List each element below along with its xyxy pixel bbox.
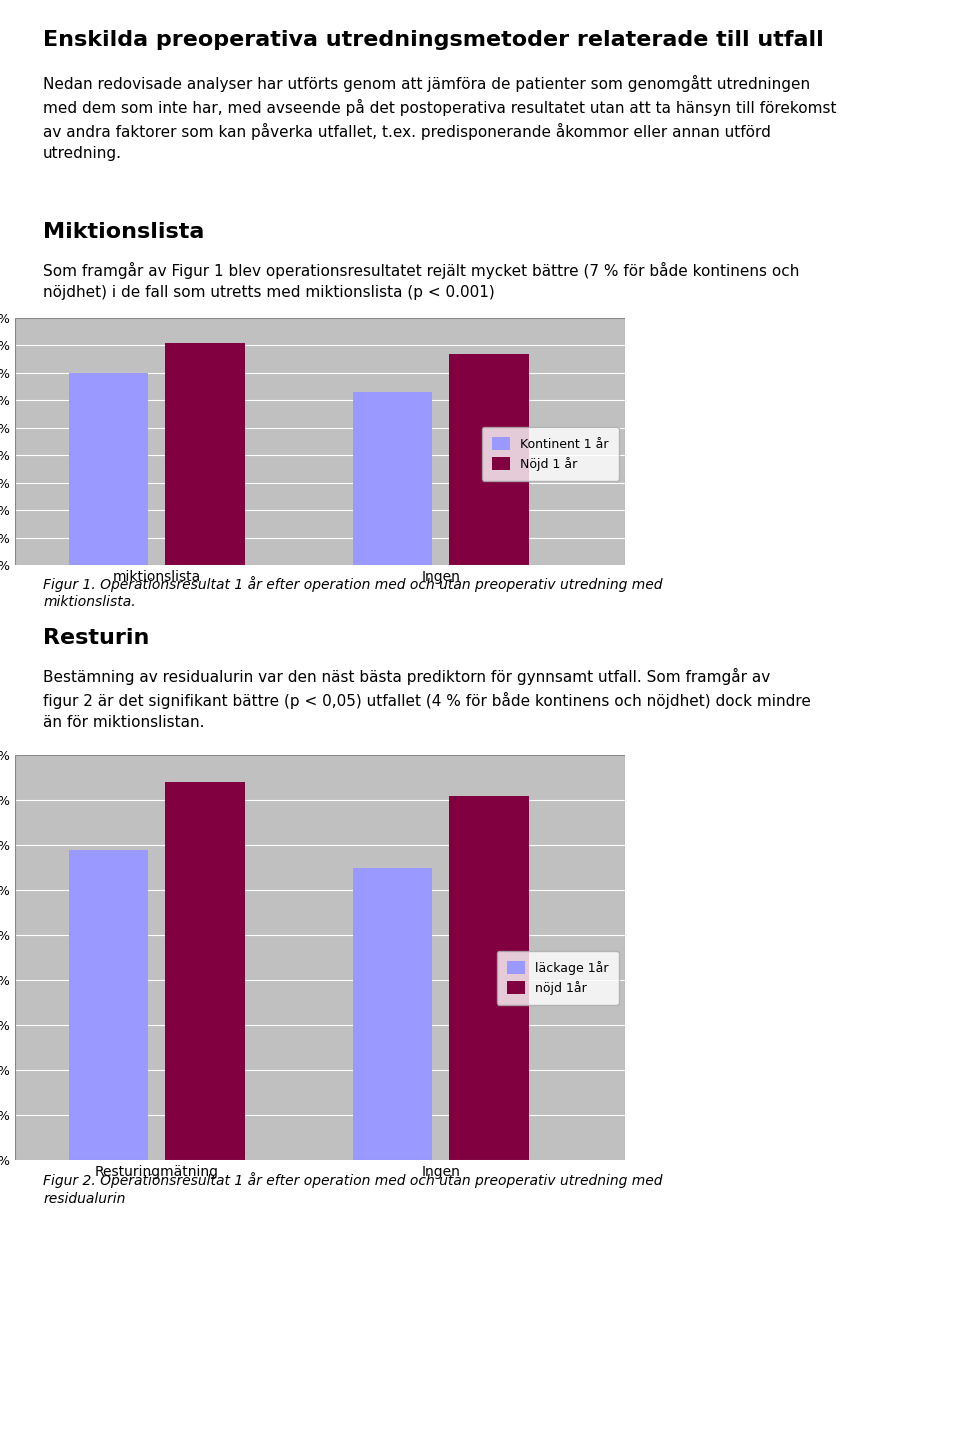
Legend: Kontinent 1 år, Nöjd 1 år: Kontinent 1 år, Nöjd 1 år [482,427,619,481]
Bar [352,867,432,1160]
Text: Som framgår av Figur 1 blev operationsresultatet rejält mycket bättre (7 % för b: Som framgår av Figur 1 blev operationsre… [43,262,800,300]
Legend: läckage 1år, nöjd 1år: läckage 1år, nöjd 1år [496,951,619,1005]
Bar [69,850,149,1160]
Bar [449,353,529,565]
Text: Enskilda preoperativa utredningsmetoder relaterade till utfall: Enskilda preoperativa utredningsmetoder … [43,30,824,51]
Bar [449,795,529,1160]
Text: Figur 2. Operationsresultat 1 år efter operation med och utan preoperativ utredn: Figur 2. Operationsresultat 1 år efter o… [43,1171,662,1187]
Text: miktionslista.: miktionslista. [43,595,135,610]
Bar [165,782,245,1160]
Bar [352,392,432,565]
Text: residualurin: residualurin [43,1192,126,1206]
Bar [69,374,149,565]
Text: Miktionslista: Miktionslista [43,222,204,242]
Text: Resturin: Resturin [43,628,150,649]
Bar [15,319,625,565]
Bar [15,754,625,1160]
Text: Figur 1. Operationsresultat 1 år efter operation med och utan preoperativ utredn: Figur 1. Operationsresultat 1 år efter o… [43,576,662,592]
Bar [165,343,245,565]
Text: Bestämning av residualurin var den näst bästa prediktorn för gynnsamt utfall. So: Bestämning av residualurin var den näst … [43,668,811,730]
Text: Nedan redovisade analyser har utförts genom att jämföra de patienter som genomgå: Nedan redovisade analyser har utförts ge… [43,75,837,161]
